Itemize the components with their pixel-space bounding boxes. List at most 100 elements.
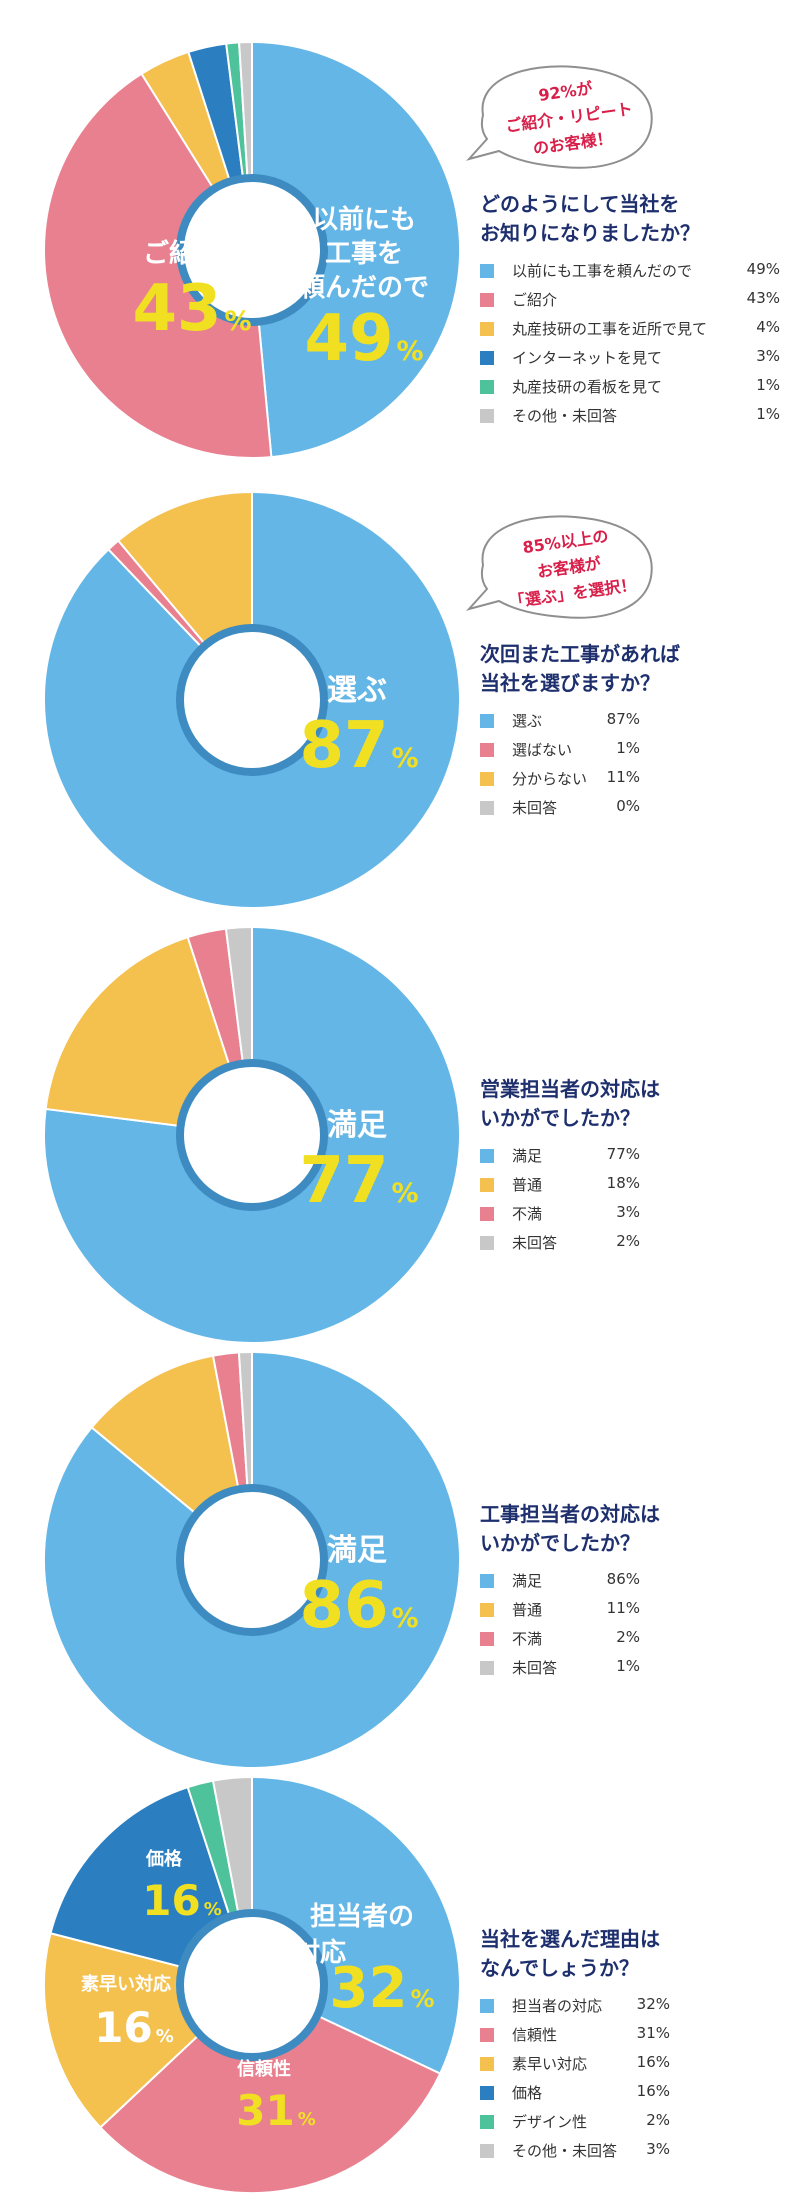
- percent-sign: %: [225, 306, 252, 337]
- legend-item: 価格 16%: [480, 2080, 780, 2109]
- chart-legend: 満足 86% 普通 11% 不満 2% 未回答 1%: [480, 1568, 780, 1684]
- percent-sign: %: [410, 1985, 434, 2013]
- legend-item: 不満 3%: [480, 1201, 780, 1230]
- legend-value: 2%: [646, 2111, 670, 2129]
- percent-value: 31: [236, 2086, 294, 2135]
- donut-hole: [184, 1492, 320, 1628]
- slice-2: [43, 72, 273, 459]
- legend-value: 18%: [606, 1174, 640, 1192]
- legend-item: 担当者の対応 32%: [480, 1993, 780, 2022]
- chart-block-4: 満足 86% 工事担当者の対応は いかがでしたか？ 満足 86% 普通 11% 不満 2% 未回答 1…: [0, 1350, 800, 1770]
- legend-value: 1%: [616, 1657, 640, 1675]
- legend-swatch: [480, 351, 494, 365]
- legend-value: 32%: [636, 1995, 670, 2013]
- legend-value: 3%: [756, 347, 780, 365]
- slice-label: 工事を: [325, 239, 403, 269]
- legend-swatch: [480, 801, 494, 815]
- legend-label: 不満: [512, 1205, 543, 1223]
- legend-item: 普通 11%: [480, 1597, 780, 1626]
- legend-value: 16%: [636, 2053, 670, 2071]
- percent-sign: %: [392, 1603, 419, 1634]
- legend-value: 1%: [756, 376, 780, 394]
- percent-label: 43%: [132, 272, 251, 346]
- legend-swatch: [480, 1574, 494, 1588]
- percent-value: 16: [142, 1876, 200, 1925]
- legend-swatch: [480, 293, 494, 307]
- legend-label: 未回答: [512, 1659, 558, 1677]
- legend-item: 未回答 1%: [480, 1655, 780, 1684]
- legend-item: 以前にも工事を頼んだので 49%: [480, 258, 780, 287]
- question-line: どのようにして当社を: [480, 192, 680, 216]
- legend-item: 普通 18%: [480, 1172, 780, 1201]
- question-line: 当社を選びますか？: [480, 671, 660, 695]
- legend-label: 選ぶ: [512, 712, 543, 730]
- slice-1: [43, 1350, 461, 1769]
- legend-label: 価格: [512, 2084, 543, 2102]
- legend-label: インターネットを見て: [512, 349, 663, 367]
- slice-label: 価格: [145, 1848, 183, 1870]
- percent-label: 32%: [330, 1956, 435, 2021]
- donut-hole: [184, 1917, 320, 2053]
- percent-value: 16: [94, 2003, 152, 2052]
- legend-item: 未回答 0%: [480, 795, 780, 824]
- slice-label: 満足: [327, 1108, 387, 1143]
- legend-label: 丸産技研の看板を見て: [512, 378, 663, 396]
- question-line: 工事担当者の対応は: [480, 1502, 660, 1526]
- percent-value: 86: [299, 1569, 388, 1643]
- percent-label: 16%: [94, 2003, 174, 2052]
- percent-label: 77%: [299, 1144, 418, 1218]
- slice-label: 素早い対応: [81, 1973, 171, 1995]
- legend-label: 素早い対応: [512, 2055, 588, 2073]
- legend-value: 11%: [606, 768, 640, 786]
- question-line: 次回また工事があれば: [480, 642, 680, 666]
- slice-1: [43, 925, 461, 1344]
- legend-item: 分からない 11%: [480, 766, 780, 795]
- percent-value: 32: [330, 1956, 408, 2021]
- slice-label: ご紹介: [143, 238, 222, 269]
- legend-item: 素早い対応 16%: [480, 2051, 780, 2080]
- legend-swatch: [480, 1661, 494, 1675]
- question-title: 工事担当者の対応は いかがでしたか？: [480, 1500, 660, 1558]
- legend-value: 1%: [756, 405, 780, 423]
- slice-label: 頼んだので: [299, 273, 429, 303]
- legend-swatch: [480, 2028, 494, 2042]
- question-line: 営業担当者の対応は: [480, 1077, 660, 1101]
- legend-swatch: [480, 772, 494, 786]
- legend-item: ご紹介 43%: [480, 287, 780, 316]
- legend-swatch: [480, 2144, 494, 2158]
- legend-value: 2%: [616, 1628, 640, 1646]
- chart-legend: 以前にも工事を頼んだので 49% ご紹介 43% 丸産技研の工事を近所で見て 4% インター…: [480, 258, 780, 432]
- legend-label: 分からない: [512, 770, 588, 788]
- legend-label: 未回答: [512, 799, 558, 817]
- legend-value: 87%: [606, 710, 640, 728]
- percent-sign: %: [204, 1899, 222, 1920]
- legend-label: 普通: [512, 1176, 543, 1194]
- legend-swatch: [480, 264, 494, 278]
- legend-swatch: [480, 1149, 494, 1163]
- legend-swatch: [480, 2057, 494, 2071]
- legend-label: 担当者の対応: [512, 1997, 603, 2015]
- chart-block-2: 選ぶ 87% 85%以上の お客様が 「選ぶ」を選択！ 次回また工事があれば 当社を選びます…: [0, 490, 800, 910]
- legend-swatch: [480, 380, 494, 394]
- chart-block-3: 満足 77% 営業担当者の対応は いかがでしたか？ 満足 77% 普通 18% 不満 3% 未回答 2…: [0, 925, 800, 1345]
- legend-value: 43%: [746, 289, 780, 307]
- legend-value: 11%: [606, 1599, 640, 1617]
- legend-value: 2%: [616, 1232, 640, 1250]
- percent-sign: %: [392, 1178, 419, 1209]
- chart-block-1: 以前にも 工事を 頼んだので ご紹介 49% 43% 92%が ご紹介・リピート のお客様！ どの…: [0, 40, 800, 460]
- question-line: なんでしょうか？: [480, 1956, 639, 1980]
- slice-label: 担当者の: [310, 1902, 414, 1932]
- donut-hole: [184, 182, 320, 318]
- legend-item: 選ばない 1%: [480, 737, 780, 766]
- legend-value: 16%: [636, 2082, 670, 2100]
- slice-label: 満足: [327, 1533, 387, 1568]
- legend-label: 未回答: [512, 1234, 558, 1252]
- legend-value: 3%: [616, 1203, 640, 1221]
- legend-swatch: [480, 1236, 494, 1250]
- slice-label: 対応: [294, 1937, 346, 1968]
